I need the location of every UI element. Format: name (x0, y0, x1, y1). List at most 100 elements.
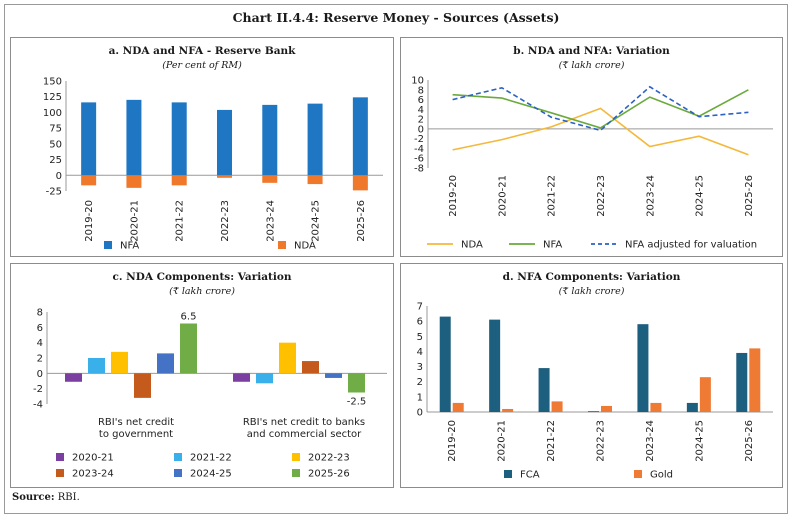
a-ytick: 25 (49, 155, 62, 166)
c-bar-2025-26 (348, 373, 365, 393)
c-data-label: 6.5 (181, 312, 197, 323)
c-ytick: 4 (37, 338, 43, 349)
d-xtick: 2021-22 (546, 420, 557, 462)
c-bar-2021-22 (256, 373, 273, 384)
d-bar-fca (588, 411, 599, 412)
c-legend-label: 2022-23 (308, 453, 350, 464)
c-group-label: to government (99, 429, 173, 440)
d-xtick: 2024-25 (694, 420, 705, 462)
b-ytick: 2 (418, 115, 424, 126)
panel-c: c. NDA Components: Variation (₹ lakh cro… (10, 263, 394, 488)
a-xtick: 2022-23 (220, 200, 231, 242)
d-ytick: 1 (417, 392, 423, 403)
b-xtick: 2019-20 (448, 175, 459, 217)
source-note: Source: RBI. (12, 492, 80, 503)
a-bar-nda (126, 175, 142, 188)
a-legend-label: NFA (120, 241, 139, 252)
c-bar-2020-21 (65, 373, 82, 382)
panel-d-title: d. NFA Components: Variation (502, 271, 681, 283)
c-legend-label: 2024-25 (190, 469, 232, 480)
panel-a-chart: 150 125 100 75 50 25 0 -25 2019-20 2020-21 2021-22… (43, 77, 383, 252)
c-ytick: 6 (37, 323, 43, 334)
b-line-nda (452, 107, 749, 156)
d-bar-gold (601, 405, 612, 412)
a-bar-nfa (352, 97, 368, 176)
c-legend-swatch (174, 453, 182, 461)
c-ytick: 0 (37, 369, 43, 380)
b-legend-label: NFA (543, 240, 562, 251)
source-text: RBI. (57, 492, 80, 503)
a-bar-nda (171, 175, 187, 186)
d-legend-swatch (634, 470, 642, 478)
d-bar-gold (502, 408, 514, 412)
a-ytick: 50 (49, 139, 62, 150)
c-data-label: -2.5 (347, 397, 367, 408)
c-legend-label: 2025-26 (308, 469, 350, 480)
a-bar-nfa (171, 102, 187, 176)
c-group-label: RBI's net credit (98, 417, 174, 428)
d-bar-fca (736, 352, 748, 412)
d-legend-label: FCA (520, 470, 540, 481)
d-bar-gold (749, 348, 761, 412)
b-xtick: 2020-21 (497, 175, 508, 217)
a-ytick: 150 (43, 77, 62, 88)
c-ytick: -2 (33, 384, 43, 395)
d-legend-label: Gold (650, 470, 673, 481)
a-bar-nda (217, 175, 232, 178)
a-bar-nda (352, 175, 368, 191)
c-group-label: RBI's net credit to banks (243, 417, 365, 428)
panel-a-title: a. NDA and NFA - Reserve Bank (108, 45, 296, 57)
b-xtick: 2024-25 (695, 175, 706, 217)
d-bar-fca (439, 316, 451, 412)
a-bar-nfa (81, 102, 97, 176)
b-ytick: -4 (414, 144, 424, 155)
d-ytick: 0 (417, 408, 423, 419)
panel-d-subtitle: (₹ lakh crore) (558, 286, 625, 297)
c-bar-2021-22 (88, 358, 105, 374)
c-legend-swatch (56, 453, 64, 461)
d-xtick: 2020-21 (497, 420, 508, 462)
c-bar-2020-21 (233, 373, 250, 382)
panel-c-title: c. NDA Components: Variation (112, 271, 292, 283)
d-ytick: 5 (417, 332, 423, 343)
panel-d-chart: 7 6 5 4 3 2 1 0 2019-20 2020-21 2021-22 2022-23 2023… (417, 302, 773, 481)
a-bar-nfa (217, 109, 232, 176)
b-ytick: 0 (418, 124, 424, 135)
a-bar-nfa (262, 104, 278, 176)
a-bar-nda (307, 175, 323, 185)
a-bar-nfa (307, 103, 323, 176)
figure-title: Chart II.4.4: Reserve Money - Sources (A… (232, 10, 560, 25)
c-bar-2023-24 (134, 373, 151, 398)
d-bar-gold (551, 401, 563, 412)
d-bar-gold (699, 377, 711, 412)
d-xtick: 2019-20 (447, 420, 458, 462)
d-bar-fca (489, 319, 501, 412)
b-xtick: 2021-22 (547, 175, 558, 217)
d-ytick: 2 (417, 377, 423, 388)
c-ytick: 8 (37, 308, 43, 319)
d-bar-fca (538, 368, 550, 412)
b-ytick: -8 (414, 164, 424, 175)
a-xtick: 2019-20 (84, 200, 95, 242)
a-xtick: 2025-26 (356, 200, 367, 242)
panel-c-subtitle: (₹ lakh crore) (169, 286, 235, 297)
d-bar-fca (637, 324, 649, 412)
panel-a-subtitle: (Per cent of RM) (162, 60, 242, 71)
c-legend-swatch (174, 469, 182, 477)
b-ytick: 4 (418, 105, 424, 116)
c-legend-swatch (56, 469, 64, 477)
a-legend-swatch (278, 241, 286, 249)
b-legend-label: NFA adjusted for valuation (625, 240, 757, 251)
a-bar-nda (262, 175, 278, 183)
c-bar-2024-25 (157, 353, 174, 374)
c-bar-2024-25 (325, 373, 342, 378)
a-ytick: 0 (56, 171, 62, 182)
c-legend-label: 2021-22 (190, 453, 232, 464)
a-ytick: 125 (43, 92, 62, 103)
b-xtick: 2025-26 (744, 175, 755, 217)
a-ytick: 75 (49, 124, 62, 135)
c-legend-label: 2020-21 (72, 453, 114, 464)
d-bar-gold (650, 402, 662, 412)
b-legend-label: NDA (461, 240, 483, 251)
